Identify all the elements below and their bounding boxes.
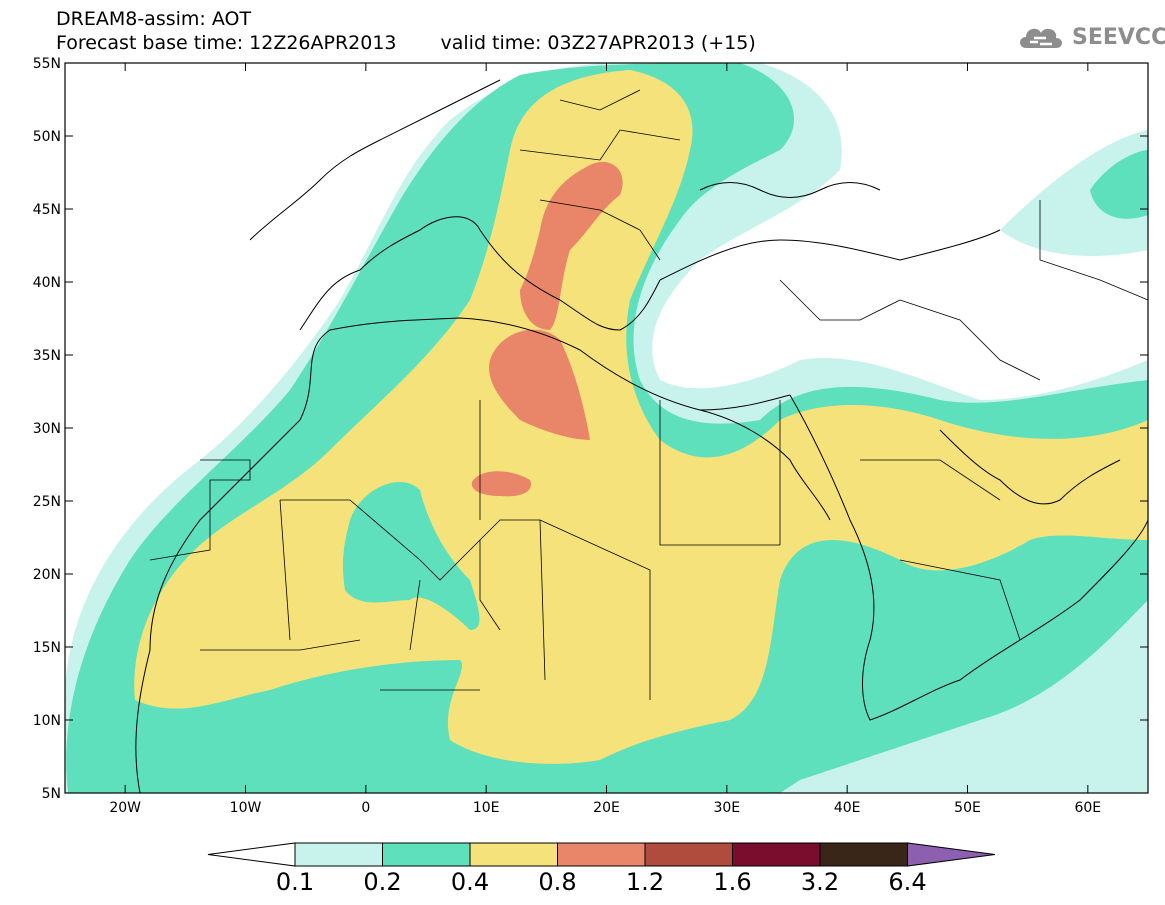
aot-contour-0.8-balkans xyxy=(520,161,623,330)
lat-tick-label: 20N xyxy=(33,567,61,583)
aot-contour-0.1-caspian xyxy=(1000,130,1148,256)
colorbar-label: 6.4 xyxy=(888,868,927,896)
colorbar-label: 0.1 xyxy=(275,868,315,896)
lat-tick-label: 35N xyxy=(33,348,61,364)
colorbar-swatch xyxy=(732,842,821,867)
colorbar-label: 0.8 xyxy=(538,868,577,896)
colorbar-label: 1.6 xyxy=(713,868,752,896)
axis-ticks xyxy=(65,62,1148,794)
colorbar-swatch xyxy=(644,842,733,867)
lat-tick-label: 40N xyxy=(33,275,61,291)
lon-tick-label: 20W xyxy=(109,800,141,816)
lat-tick-label: 50N xyxy=(33,129,61,145)
colorbar-swatch xyxy=(819,842,908,867)
colorbar-swatch xyxy=(294,842,383,867)
coastlines xyxy=(135,79,1148,793)
lat-tick-label: 10N xyxy=(33,713,61,729)
colorbar-label: 1.2 xyxy=(625,868,665,896)
lat-tick-label: 25N xyxy=(33,494,61,510)
aot-contour-0.2-caspian xyxy=(1090,150,1148,219)
lon-tick-label: 40E xyxy=(834,800,861,816)
colorbar-swatch xyxy=(469,842,558,867)
lon-tick-label: 0 xyxy=(361,800,370,816)
lat-tick-label: 30N xyxy=(33,421,61,437)
logo-text: SEEVCCC xyxy=(1072,25,1165,50)
aot-contour-0.8-libya xyxy=(489,329,590,440)
colorbar-label: 3.2 xyxy=(800,868,840,896)
colorbar-arrow-low xyxy=(207,842,296,867)
colorbar-label: 0.2 xyxy=(363,868,402,896)
lon-tick-label: 20E xyxy=(593,800,620,816)
axis-tick-labels: 5N 10N 15N 20N 25N 30N 35N 40N 45N 50N 55N 20W 10W 0 1… xyxy=(33,56,1101,816)
colorbar-label: 0.4 xyxy=(450,868,490,896)
lat-tick-label: 55N xyxy=(33,56,61,72)
country-borders xyxy=(149,89,1148,700)
lat-tick-label: 15N xyxy=(33,640,61,656)
base-time: Forecast base time: 12Z26APR2013 xyxy=(56,32,397,54)
valid-time: valid time: 03Z27APR2013 (+15) xyxy=(440,32,756,54)
seevccc-logo: SEEVCCC xyxy=(1016,18,1165,58)
aot-contour-0.2-sahara xyxy=(342,481,480,630)
lon-tick-label: 10W xyxy=(230,800,262,816)
aot-contour-0.8-fezzan xyxy=(471,471,531,497)
colorbar-swatch xyxy=(382,842,471,867)
colorbar-arrow-high xyxy=(907,842,996,867)
lon-tick-label: 10E xyxy=(473,800,500,816)
chart-title: DREAM8-assim: AOT xyxy=(56,8,252,30)
lat-tick-label: 45N xyxy=(33,202,61,218)
colorbar xyxy=(207,842,996,867)
lon-tick-label: 60E xyxy=(1074,800,1101,816)
colorbar-swatch xyxy=(557,842,646,867)
time-info: Forecast base time: 12Z26APR2013 valid ti… xyxy=(56,32,756,54)
cloud-icon xyxy=(1020,28,1062,48)
lon-tick-label: 50E xyxy=(954,800,981,816)
lon-tick-label: 30E xyxy=(713,800,740,816)
lat-tick-label: 5N xyxy=(42,786,61,802)
